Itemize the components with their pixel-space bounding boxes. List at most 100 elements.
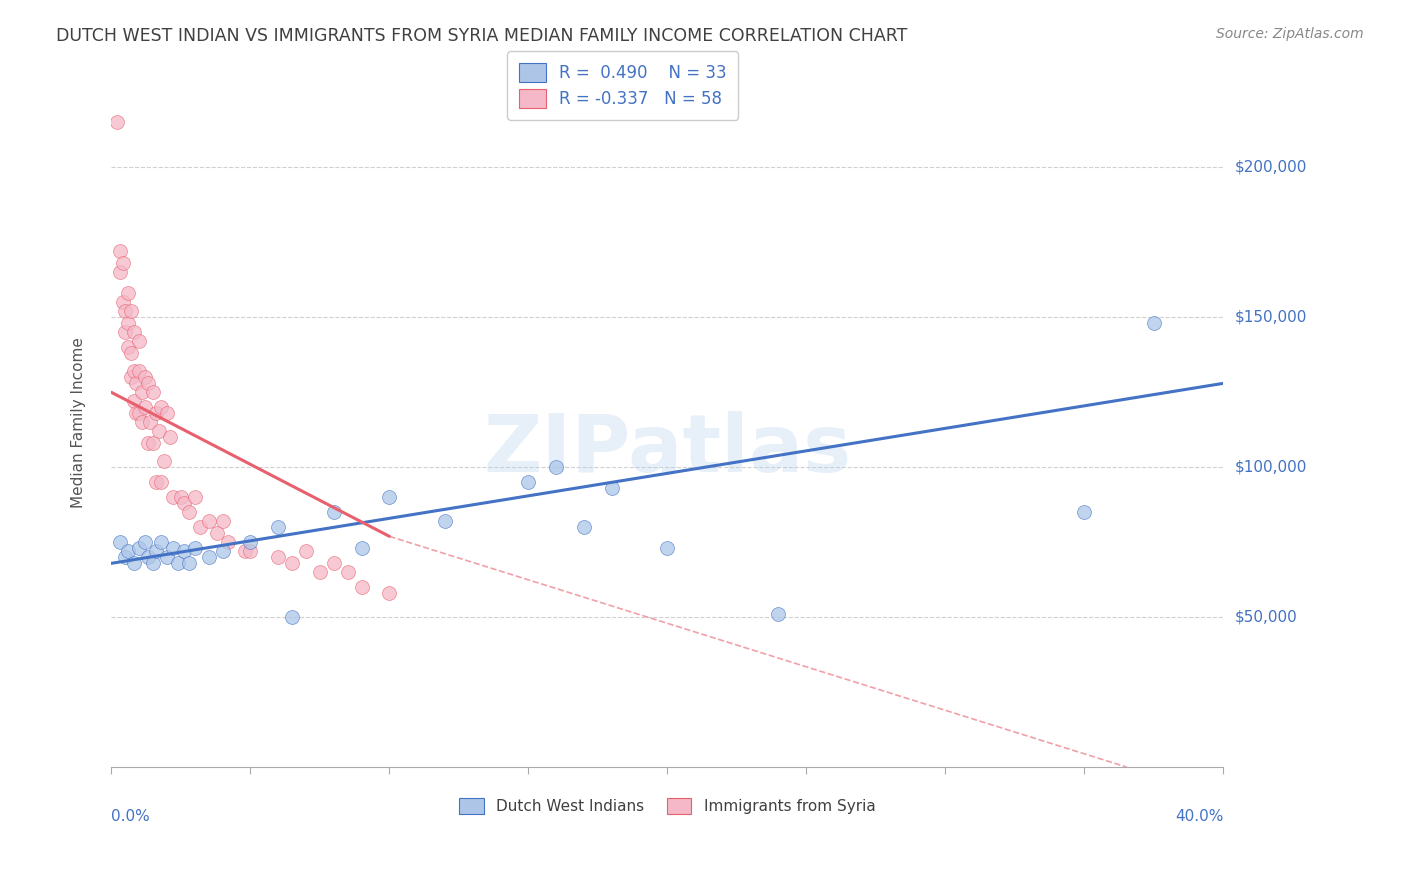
Point <box>114 304 136 318</box>
Point <box>128 406 150 420</box>
Point <box>281 610 304 624</box>
Point <box>136 550 159 565</box>
Point <box>768 607 790 622</box>
Point <box>205 526 228 541</box>
Point <box>125 376 148 391</box>
Point <box>217 535 239 549</box>
Point <box>145 544 167 558</box>
Point <box>142 557 165 571</box>
Point <box>122 364 145 378</box>
Point <box>295 544 318 558</box>
Point <box>309 566 332 580</box>
Point <box>120 370 142 384</box>
Point <box>517 475 540 490</box>
Point <box>267 550 290 565</box>
Point <box>117 286 139 301</box>
Point <box>211 544 233 558</box>
Text: ZIPatlas: ZIPatlas <box>484 411 852 489</box>
Point <box>211 514 233 528</box>
Text: 0.0%: 0.0% <box>111 809 150 823</box>
Point <box>105 115 128 129</box>
Point <box>122 326 145 340</box>
Legend: Dutch West Indians, Immigrants from Syria: Dutch West Indians, Immigrants from Syri… <box>451 790 883 822</box>
Point <box>156 406 179 420</box>
Point <box>125 406 148 420</box>
Point <box>167 557 190 571</box>
Point <box>184 541 207 556</box>
Point <box>197 514 219 528</box>
Point <box>433 514 456 528</box>
Point <box>1073 505 1095 519</box>
Point <box>350 541 373 556</box>
Point <box>150 401 173 415</box>
Point <box>322 557 344 571</box>
Text: Median Family Income: Median Family Income <box>70 337 86 508</box>
Point <box>572 520 595 534</box>
Point <box>159 430 181 444</box>
Point <box>131 415 153 429</box>
Point <box>128 541 150 556</box>
Point <box>134 535 156 549</box>
Point <box>170 491 193 505</box>
Point <box>150 475 173 490</box>
Point <box>142 436 165 450</box>
Point <box>134 401 156 415</box>
Point <box>111 295 134 310</box>
Point <box>128 364 150 378</box>
Point <box>600 481 623 495</box>
Point <box>131 385 153 400</box>
Point <box>108 535 131 549</box>
Point <box>145 475 167 490</box>
Point <box>142 385 165 400</box>
Point <box>117 317 139 331</box>
Point <box>173 544 195 558</box>
Point <box>267 520 290 534</box>
Point <box>148 425 170 439</box>
Text: 40.0%: 40.0% <box>1175 809 1223 823</box>
Point <box>117 544 139 558</box>
Point <box>162 541 184 556</box>
Point <box>156 550 179 565</box>
Point <box>150 535 173 549</box>
Point <box>179 505 201 519</box>
Point <box>136 376 159 391</box>
Point <box>136 436 159 450</box>
Point <box>657 541 679 556</box>
Point <box>122 394 145 409</box>
Point <box>233 544 256 558</box>
Point <box>114 326 136 340</box>
Point <box>139 415 162 429</box>
Point <box>108 244 131 259</box>
Point <box>184 491 207 505</box>
Point <box>122 557 145 571</box>
Point <box>114 550 136 565</box>
Text: Source: ZipAtlas.com: Source: ZipAtlas.com <box>1216 27 1364 41</box>
Point <box>190 520 212 534</box>
Point <box>120 346 142 360</box>
Point <box>145 406 167 420</box>
Point <box>239 544 262 558</box>
Point <box>128 334 150 349</box>
Point <box>1143 317 1166 331</box>
Text: $200,000: $200,000 <box>1234 160 1306 175</box>
Point <box>173 496 195 510</box>
Point <box>281 557 304 571</box>
Point <box>120 304 142 318</box>
Text: $100,000: $100,000 <box>1234 460 1306 475</box>
Point <box>134 370 156 384</box>
Point <box>378 586 401 600</box>
Point <box>336 566 359 580</box>
Point <box>197 550 219 565</box>
Point <box>162 491 184 505</box>
Point <box>108 265 131 279</box>
Point <box>350 580 373 594</box>
Point <box>546 460 568 475</box>
Point <box>378 491 401 505</box>
Point <box>322 505 344 519</box>
Point <box>117 340 139 354</box>
Text: $50,000: $50,000 <box>1234 610 1296 624</box>
Text: DUTCH WEST INDIAN VS IMMIGRANTS FROM SYRIA MEDIAN FAMILY INCOME CORRELATION CHAR: DUTCH WEST INDIAN VS IMMIGRANTS FROM SYR… <box>56 27 908 45</box>
Text: $150,000: $150,000 <box>1234 310 1306 325</box>
Point <box>153 454 176 468</box>
Point <box>111 256 134 270</box>
